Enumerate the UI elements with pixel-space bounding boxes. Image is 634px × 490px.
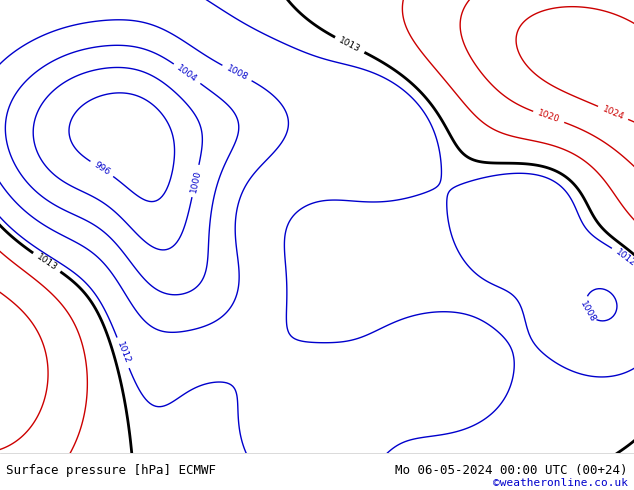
Text: 1012: 1012 bbox=[115, 341, 131, 365]
Text: 1004: 1004 bbox=[175, 63, 199, 84]
Text: 1013: 1013 bbox=[337, 36, 362, 54]
Text: 1008: 1008 bbox=[224, 64, 249, 82]
Text: Surface pressure [hPa] ECMWF: Surface pressure [hPa] ECMWF bbox=[6, 464, 216, 477]
Text: 1024: 1024 bbox=[601, 104, 625, 122]
Text: ©weatheronline.co.uk: ©weatheronline.co.uk bbox=[493, 478, 628, 488]
Text: Mo 06-05-2024 00:00 UTC (00+24): Mo 06-05-2024 00:00 UTC (00+24) bbox=[395, 464, 628, 477]
Text: 1000: 1000 bbox=[189, 169, 202, 193]
Text: 996: 996 bbox=[93, 160, 112, 177]
Text: 1008: 1008 bbox=[579, 300, 598, 324]
Text: 1012: 1012 bbox=[614, 247, 634, 268]
Text: 1020: 1020 bbox=[536, 109, 561, 125]
Text: 1013: 1013 bbox=[35, 252, 59, 272]
